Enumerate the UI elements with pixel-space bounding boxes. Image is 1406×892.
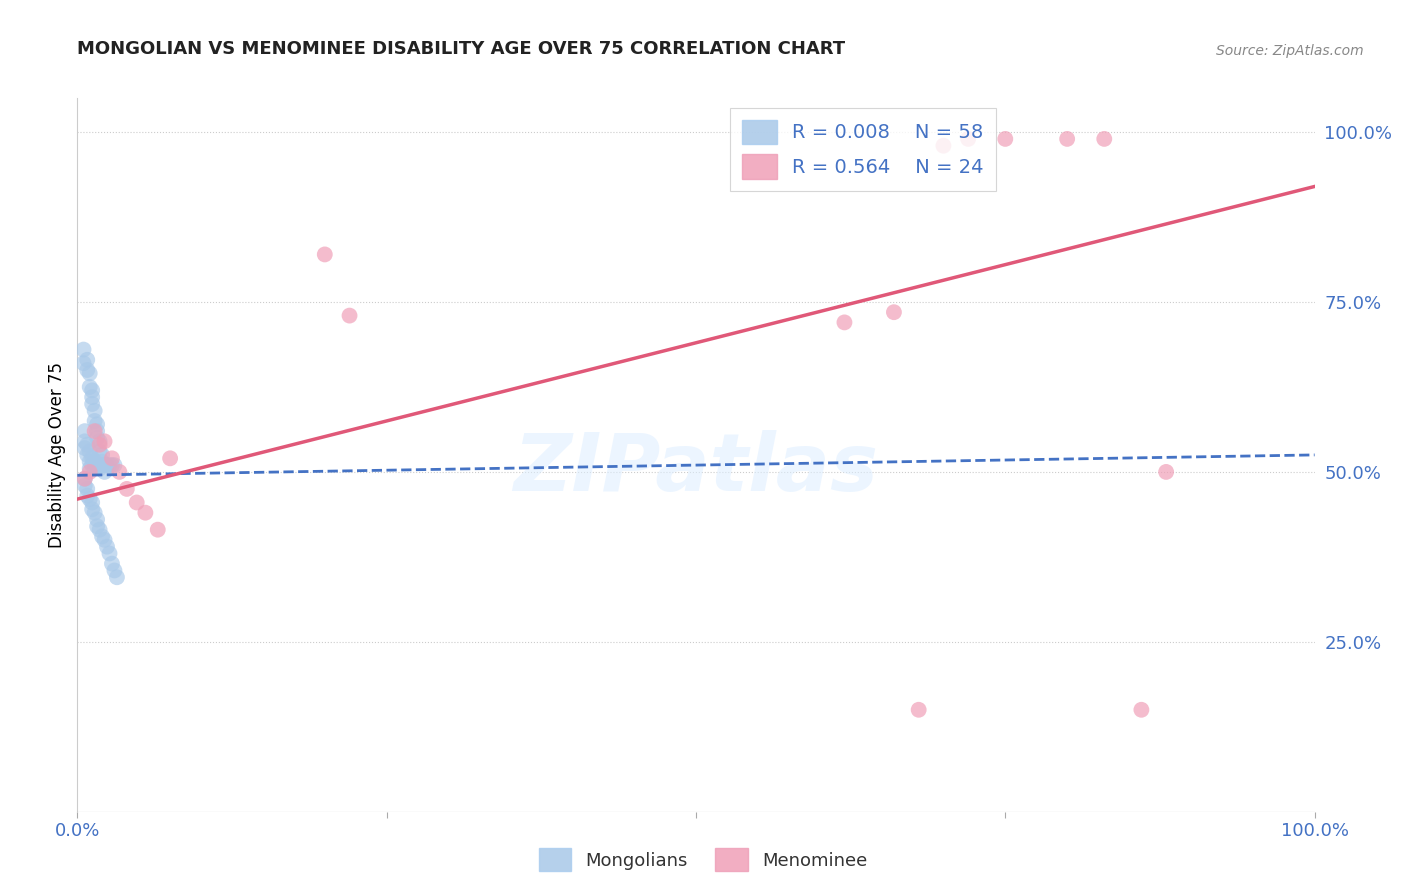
Point [101,557,124,571]
Point [1092,132,1115,146]
Y-axis label: Disability Age Over 75: Disability Age Over 75 [48,362,66,548]
Point [82,502,104,516]
Point [108,465,131,479]
Point [1154,465,1177,479]
Point [83,461,105,475]
Point [93,458,115,472]
Point [73,434,96,449]
Point [73,472,96,486]
Point [82,390,104,404]
Point [96,458,118,472]
Point [91,458,114,472]
Point [83,424,105,438]
Point [103,564,125,578]
Point [79,461,101,475]
Text: ZIPatlas: ZIPatlas [513,430,879,508]
Point [86,431,108,445]
Point [76,489,98,503]
Point [883,305,905,319]
Point [89,434,111,449]
Point [159,451,181,466]
Point [72,343,94,357]
Point [82,495,104,509]
Point [73,441,96,455]
Point [115,482,138,496]
Point [86,417,108,432]
Point [83,414,105,428]
Point [89,523,111,537]
Text: Source: ZipAtlas.com: Source: ZipAtlas.com [1216,44,1364,58]
Point [76,438,98,452]
Point [73,478,96,492]
Point [994,132,1017,146]
Point [83,403,105,417]
Point [82,384,104,398]
Point [93,465,115,479]
Point [134,506,156,520]
Point [91,455,114,469]
Point [932,138,955,153]
Point [339,309,361,323]
Point [86,458,108,472]
Point [103,458,125,472]
Point [91,529,114,543]
Point [91,448,114,462]
Point [76,482,98,496]
Point [98,458,121,472]
Point [96,540,118,554]
Point [125,495,148,509]
Point [146,523,169,537]
Point [83,506,105,520]
Point [79,492,101,507]
Point [101,451,124,466]
Text: MONGOLIAN VS MENOMINEE DISABILITY AGE OVER 75 CORRELATION CHART: MONGOLIAN VS MENOMINEE DISABILITY AGE OV… [77,40,845,58]
Point [83,455,105,469]
Point [89,444,111,458]
Point [79,465,101,479]
Point [957,132,980,146]
Point [73,424,96,438]
Point [907,703,929,717]
Point [79,380,101,394]
Point [1056,132,1078,146]
Point [82,451,104,466]
Point [79,455,101,469]
Point [834,315,856,329]
Point [89,461,111,475]
Point [79,444,101,458]
Point [93,434,115,449]
Point [98,546,121,560]
Legend: Mongolians, Menominee: Mongolians, Menominee [531,841,875,879]
Point [76,352,98,367]
Point [82,397,104,411]
Point [89,438,111,452]
Point [105,570,128,584]
Point [73,472,96,486]
Point [76,448,98,462]
Point [101,458,124,472]
Point [72,356,94,370]
Point [79,367,101,381]
Point [86,424,108,438]
Point [86,512,108,526]
Point [1130,703,1153,717]
Point [93,458,115,472]
Point [76,363,98,377]
Point [82,458,104,472]
Point [93,533,115,547]
Legend: R = 0.008    N = 58, R = 0.564    N = 24: R = 0.008 N = 58, R = 0.564 N = 24 [730,108,995,191]
Point [86,519,108,533]
Point [314,247,336,261]
